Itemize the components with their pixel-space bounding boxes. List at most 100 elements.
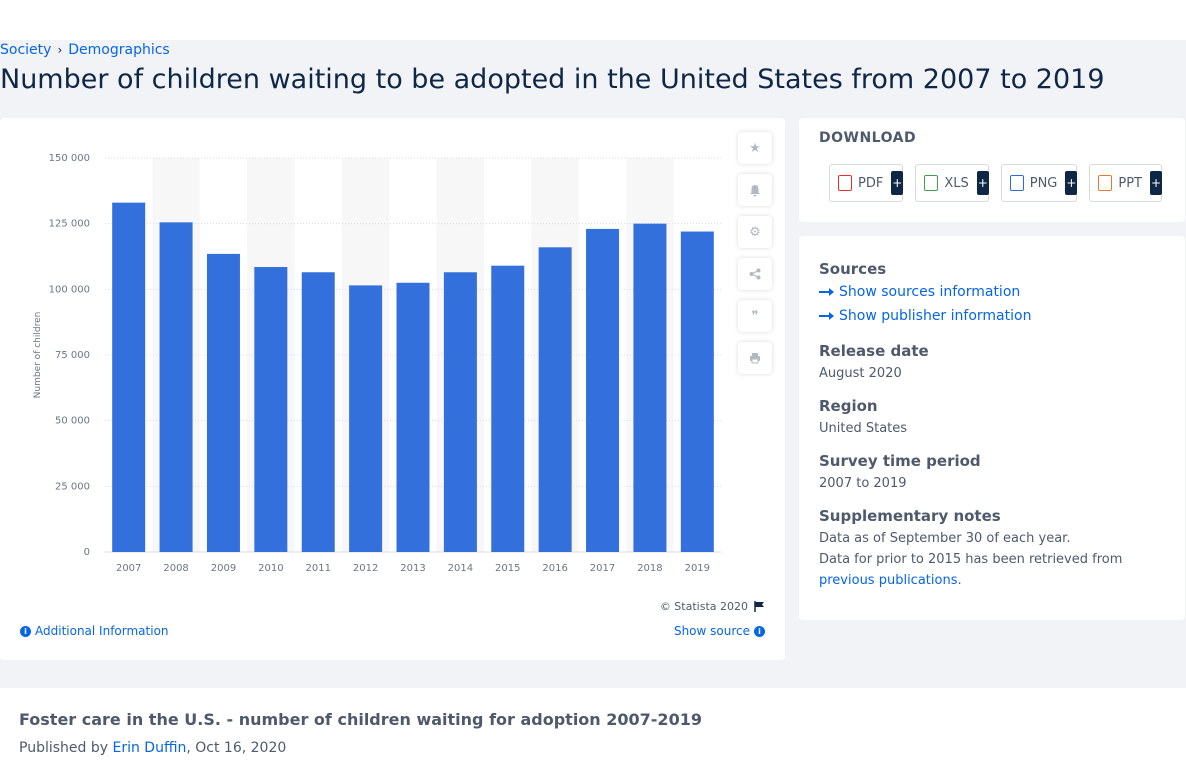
bar [680, 231, 714, 552]
y-tick-label: 100 000 [49, 284, 90, 295]
download-ppt-button[interactable]: PPT + [1089, 164, 1162, 202]
author-link[interactable]: Erin Duffin [112, 740, 187, 756]
download-title: DOWNLOAD [819, 130, 917, 146]
report-card: Foster care in the U.S. - number of chil… [0, 688, 1186, 760]
y-tick-label: 150 000 [49, 153, 90, 164]
favorite-star-icon[interactable]: ★ [738, 132, 772, 164]
plus-icon: + [1150, 171, 1162, 195]
breadcrumb-separator-icon: › [57, 43, 63, 57]
y-tick-label: 125 000 [49, 219, 90, 230]
png-file-icon [1009, 175, 1024, 191]
download-card: DOWNLOAD PDF + XLS + PNG + PPT + [799, 118, 1185, 222]
pdf-file-icon [838, 175, 852, 191]
bar [396, 282, 430, 552]
show-publisher-label: Show publisher information [839, 308, 1032, 324]
bar [349, 285, 383, 552]
bar [159, 222, 193, 552]
plus-icon: + [891, 171, 904, 195]
report-title[interactable]: Foster care in the U.S. - number of chil… [19, 710, 702, 729]
y-tick-label: 0 [84, 547, 90, 558]
published-date: , Oct 16, 2020 [186, 740, 287, 756]
x-tick-label: 2018 [637, 563, 662, 574]
show-sources-label: Show sources information [839, 284, 1021, 300]
bar [206, 253, 240, 552]
x-tick-label: 2010 [258, 563, 283, 574]
download-xls-label: XLS [944, 175, 969, 191]
print-icon[interactable] [738, 342, 772, 374]
y-tick-label: 50 000 [55, 416, 90, 427]
info-icon: i [754, 625, 765, 637]
plus-icon: + [1065, 171, 1078, 195]
bar [254, 267, 288, 552]
x-tick-label: 2008 [163, 563, 188, 574]
x-tick-label: 2015 [495, 563, 520, 574]
x-tick-label: 2012 [353, 563, 378, 574]
copyright-note: © Statista 2020 [660, 600, 765, 613]
x-tick-label: 2007 [116, 563, 141, 574]
published-by-label: Published by [19, 740, 113, 756]
download-xls-button[interactable]: XLS + [915, 164, 989, 202]
notes-line-3: previous publications. [819, 573, 962, 588]
survey-period-heading: Survey time period [819, 452, 981, 470]
top-band [0, 0, 1186, 40]
ppt-file-icon [1098, 175, 1113, 191]
bar [112, 202, 146, 553]
breadcrumb-society[interactable]: Society [0, 42, 52, 58]
plus-icon: + [976, 171, 989, 195]
download-buttons: PDF + XLS + PNG + PPT + [829, 164, 1162, 202]
download-pdf-button[interactable]: PDF + [829, 164, 904, 202]
share-icon[interactable] [738, 258, 772, 290]
y-tick-label: 25 000 [55, 481, 90, 492]
download-png-label: PNG [1029, 175, 1058, 191]
additional-information-label: Additional Information [35, 624, 169, 638]
copyright-text: © Statista 2020 [659, 600, 748, 613]
download-png-button[interactable]: PNG + [1000, 164, 1078, 202]
previous-publications-link[interactable]: previous publications [819, 573, 958, 588]
region-heading: Region [819, 397, 878, 415]
breadcrumb: Society › Demographics [0, 42, 170, 58]
notes-line-1: Data as of September 30 of each year. [819, 531, 1071, 546]
x-tick-label: 2014 [448, 563, 473, 574]
bar [443, 272, 477, 552]
x-tick-label: 2009 [211, 563, 236, 574]
quote-icon[interactable]: ❞ [738, 300, 772, 332]
x-tick-label: 2013 [400, 563, 425, 574]
notes-line-2: Data for prior to 2015 has been retrieve… [819, 552, 1123, 567]
x-tick-label: 2019 [685, 563, 710, 574]
show-source-label: Show source [673, 624, 750, 638]
bar [586, 228, 620, 553]
flag-icon[interactable] [754, 601, 765, 612]
info-card: Sources Show sources information Show pu… [799, 236, 1185, 620]
region-value: United States [819, 421, 908, 436]
y-tick-label: 75 000 [55, 350, 90, 361]
release-date-heading: Release date [819, 342, 929, 360]
xls-file-icon [924, 175, 939, 191]
chart-card: 0 25 000 50 000 75 000 100 000 125 000 150 000… [0, 118, 785, 660]
info-icon: i [20, 625, 31, 637]
supplementary-notes-heading: Supplementary notes [819, 507, 1001, 525]
x-tick-label: 2017 [590, 563, 615, 574]
download-ppt-label: PPT [1118, 175, 1142, 191]
bar [633, 223, 667, 552]
x-tick-label: 2016 [542, 563, 567, 574]
chart-svg: 0 25 000 50 000 75 000 100 000 125 000 150 000… [33, 153, 721, 574]
bar [491, 265, 525, 552]
arrow-right-icon [819, 312, 834, 320]
release-date-value: August 2020 [819, 366, 902, 381]
notes-period: . [957, 573, 962, 588]
chart-toolbar: ★ ⚙ ❞ [738, 132, 772, 374]
show-source-link[interactable]: Show source i [674, 624, 765, 638]
download-pdf-label: PDF [858, 175, 884, 191]
settings-gear-icon[interactable]: ⚙ [738, 216, 772, 248]
additional-information-link[interactable]: i Additional Information [20, 624, 169, 638]
bar [301, 272, 335, 552]
bar [538, 247, 572, 552]
breadcrumb-demographics[interactable]: Demographics [68, 42, 170, 58]
y-axis-title: Number of children [33, 312, 43, 399]
show-sources-link[interactable]: Show sources information [819, 284, 1020, 300]
sources-heading: Sources [819, 260, 887, 278]
report-published-line: Published by Erin Duffin, Oct 16, 2020 [19, 740, 286, 756]
show-publisher-link[interactable]: Show publisher information [819, 308, 1031, 324]
notification-bell-icon[interactable] [738, 174, 772, 206]
survey-period-value: 2007 to 2019 [819, 476, 907, 491]
